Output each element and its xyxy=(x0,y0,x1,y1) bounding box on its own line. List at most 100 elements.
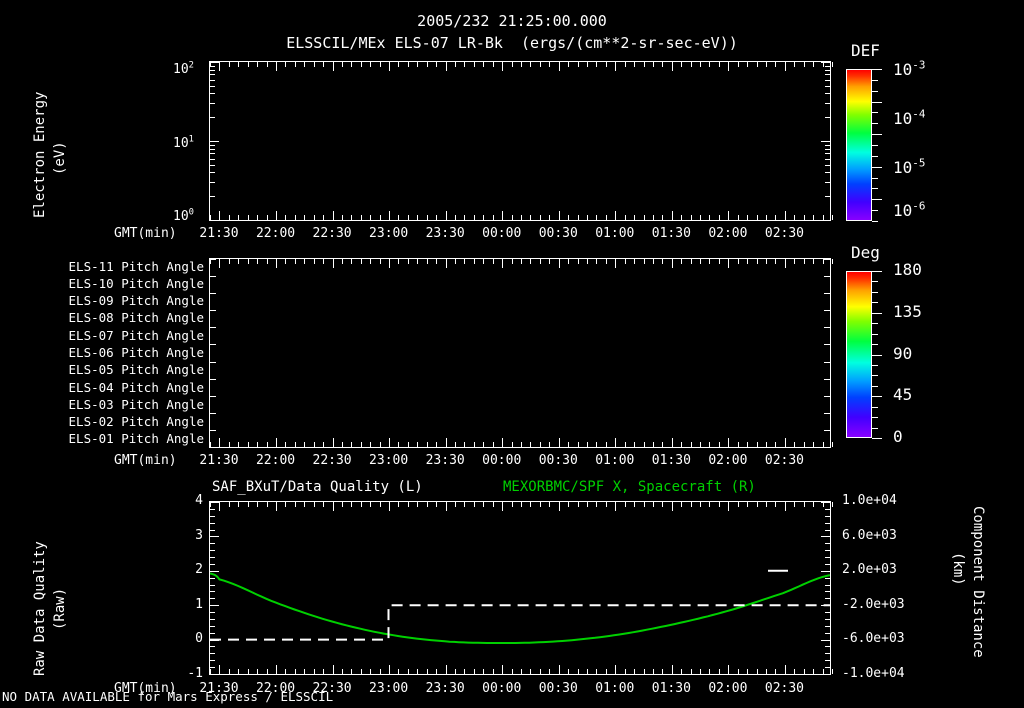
els-row-label: ELS-08 Pitch Angle xyxy=(68,310,204,326)
deg-colorbar-tick xyxy=(872,323,878,325)
def-colorbar-tick xyxy=(872,101,882,103)
energy-y-axis-label-line2: (eV) xyxy=(52,141,68,175)
time-tick-label: 00:00 xyxy=(482,681,522,696)
quality-title-left: SAF_BXuT/Data Quality (L) xyxy=(212,479,423,495)
time-tick-label: 22:30 xyxy=(312,681,352,696)
els-row-label: ELS-04 Pitch Angle xyxy=(68,379,204,395)
def-colorbar-label-1e-5: 10-5 xyxy=(893,156,926,177)
quality-title-right: MEXORBMC/SPF X, Spacecraft (R) xyxy=(503,479,756,495)
time-tick-label: 00:30 xyxy=(538,453,578,468)
def-colorbar-tick xyxy=(872,188,878,190)
els-row-label: ELS-06 Pitch Angle xyxy=(68,345,204,360)
els-row-label: ELS-02 Pitch Angle xyxy=(68,414,204,430)
time-tick-label: 00:30 xyxy=(538,681,578,696)
deg-colorbar-tick xyxy=(872,344,878,346)
quality-left-y-label-line1: Raw Data Quality xyxy=(32,541,48,676)
quality-right-ytick: 2.0e+03 xyxy=(842,562,897,578)
time-tick-label: 02:00 xyxy=(708,681,748,696)
time-tick-label: 00:30 xyxy=(538,226,578,241)
quality-left-ytick: 1 xyxy=(195,596,203,612)
time-tick-label: 23:30 xyxy=(425,681,465,696)
time-tick-label: 22:00 xyxy=(255,681,296,696)
def-colorbar-tick xyxy=(872,112,878,114)
time-tick-label: 02:30 xyxy=(764,226,805,241)
quality-left-ytick: -1 xyxy=(187,666,203,681)
time-tick-label: 21:30 xyxy=(199,681,239,696)
quality-right-ytick: -1.0e+04 xyxy=(842,666,905,681)
deg-colorbar-tick xyxy=(872,333,878,335)
time-tick-label: 01:00 xyxy=(595,226,635,241)
quality-time-axis-label: GMT(min) xyxy=(114,681,177,696)
deg-colorbar-title: Deg xyxy=(851,243,880,262)
time-tick-label: 02:00 xyxy=(708,453,748,468)
deg-colorbar-tick xyxy=(872,396,882,398)
def-colorbar-tick xyxy=(872,155,878,157)
quality-right-ytick: -2.0e+03 xyxy=(842,596,905,612)
electron-energy-spectrogram-panel[interactable] xyxy=(209,61,833,221)
time-tick-label: 01:00 xyxy=(595,681,635,696)
energy-ytick-1e1: 101 xyxy=(173,134,194,151)
quality-left-ytick: 0 xyxy=(195,631,203,647)
energy-panel-ticks xyxy=(210,62,833,221)
deg-colorbar[interactable] xyxy=(846,271,872,438)
def-colorbar-tick xyxy=(872,123,878,125)
els-row-label: ELS-01 Pitch Angle xyxy=(68,431,204,447)
deg-colorbar-label: 135 xyxy=(893,301,922,321)
def-colorbar-label-1e-6: 10-6 xyxy=(893,199,926,220)
time-tick-label: 23:00 xyxy=(369,681,409,696)
deg-colorbar-tick xyxy=(872,281,878,283)
deg-colorbar-tick xyxy=(872,364,878,366)
def-colorbar-tick xyxy=(872,90,878,92)
pitch-angle-panel[interactable] xyxy=(209,258,833,448)
time-tick-label: 21:30 xyxy=(199,453,239,468)
els-row-label: ELS-03 Pitch Angle xyxy=(68,396,204,412)
energy-y-axis-label-line1: Electron Energy xyxy=(32,91,48,218)
deg-colorbar-label: 45 xyxy=(893,385,913,405)
time-tick-label: 23:30 xyxy=(425,453,465,468)
def-colorbar-tick xyxy=(872,221,878,222)
deg-colorbar-tick xyxy=(872,375,878,377)
def-colorbar-tick xyxy=(872,210,878,212)
pitch-time-axis-label: GMT(min) xyxy=(114,453,177,468)
deg-colorbar-tick xyxy=(872,427,878,429)
time-tick-label: 02:30 xyxy=(764,453,805,468)
def-colorbar-tick xyxy=(872,79,878,81)
data-quality-panel[interactable] xyxy=(209,501,833,675)
quality-left-y-label-line2: (Raw) xyxy=(52,587,68,630)
def-colorbar-tick xyxy=(872,177,878,179)
no-data-notice: NO DATA AVAILABLE for Mars Express / ELS… xyxy=(2,689,334,704)
time-tick-label: 00:00 xyxy=(482,453,522,468)
energy-time-axis-label: GMT(min) xyxy=(114,226,177,241)
els-row-label: ELS-09 Pitch Angle xyxy=(68,293,204,309)
deg-colorbar-tick xyxy=(872,385,878,387)
time-tick-label: 21:30 xyxy=(199,226,239,241)
time-tick-label: 23:00 xyxy=(369,453,409,468)
els-row-label: ELS-11 Pitch Angle xyxy=(68,258,204,274)
plot-subtitle: ELSSCIL/MEx ELS-07 LR-Bk (ergs/(cm**2-sr… xyxy=(286,34,738,52)
data-quality-step-curve xyxy=(210,604,830,641)
def-colorbar-label-1e-4: 10-4 xyxy=(893,107,926,128)
quality-right-ytick: 6.0e+03 xyxy=(842,527,897,543)
quality-plot-curves xyxy=(210,569,830,644)
def-colorbar-label-1e-3: 10-3 xyxy=(893,58,926,79)
def-colorbar-tick xyxy=(872,199,882,201)
deg-colorbar-tick xyxy=(872,417,878,419)
pitch-panel-ticks xyxy=(210,259,833,448)
time-tick-label: 01:30 xyxy=(651,226,691,241)
def-colorbar[interactable] xyxy=(846,69,872,221)
time-tick-label: 23:30 xyxy=(425,226,465,241)
els-row-label: ELS-10 Pitch Angle xyxy=(68,275,204,291)
deg-colorbar-tick xyxy=(872,406,878,408)
quality-right-y-label-line2: (km) xyxy=(950,552,966,586)
deg-colorbar-tick xyxy=(872,354,882,356)
time-tick-label: 22:30 xyxy=(312,226,352,241)
quality-left-ytick: 3 xyxy=(195,527,203,543)
els-row-label: ELS-05 Pitch Angle xyxy=(68,362,204,378)
quality-right-y-label-line1: Component Distance xyxy=(970,506,986,658)
deg-colorbar-label: 0 xyxy=(893,427,903,446)
time-tick-label: 01:30 xyxy=(651,453,691,468)
deg-colorbar-tick xyxy=(872,438,882,439)
quality-left-ytick: 4 xyxy=(195,493,203,508)
deg-colorbar-tick xyxy=(872,302,878,304)
quality-right-ytick: 1.0e+04 xyxy=(842,493,897,508)
